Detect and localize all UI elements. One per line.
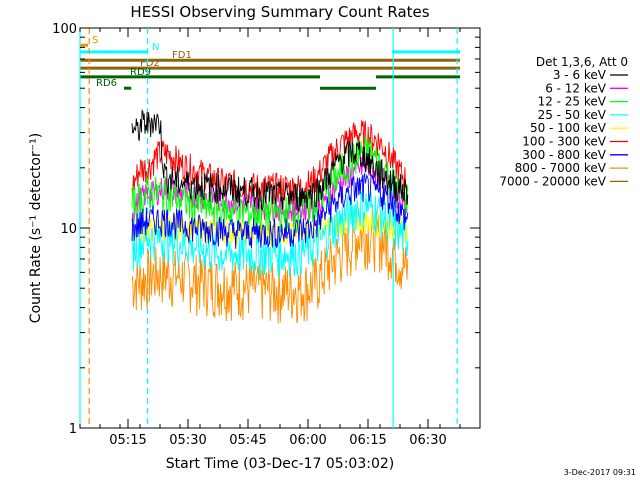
- y-axis-label: Count Rate (s⁻¹ detector⁻¹): [28, 133, 44, 323]
- y-tick-label: 1: [69, 422, 77, 437]
- x-tick-label: 05:30: [169, 433, 206, 448]
- legend-label: 12 - 25 keV: [538, 95, 607, 109]
- legend-label: 25 - 50 keV: [538, 108, 607, 122]
- timestamp: 3-Dec-2017 09:31: [564, 468, 636, 477]
- y-tick-label: 10: [60, 222, 77, 237]
- legend-label: 800 - 7000 keV: [515, 161, 607, 175]
- legend-label: 7000 - 20000 keV: [499, 174, 606, 188]
- flag-label: RD6: [96, 78, 117, 89]
- x-tick-label: 06:30: [409, 433, 446, 448]
- x-tick-label: 05:45: [229, 433, 266, 448]
- flag-label: FD2: [140, 58, 160, 69]
- x-axis-label: Start Time (03-Dec-17 05:03:02): [166, 456, 394, 472]
- series-group: [131, 109, 409, 324]
- y-tick-label: 100: [52, 22, 77, 37]
- axes: 05:15 05:30 05:45 06:00 06:15 06:30 1 10 100: [52, 22, 481, 448]
- legend-label: 3 - 6 keV: [553, 68, 607, 82]
- legend-label: 6 - 12 keV: [545, 81, 607, 95]
- legend-label: 50 - 100 keV: [530, 121, 607, 135]
- legend-title: Det 1,3,6, Att 0: [536, 55, 628, 69]
- series-line: [131, 109, 409, 212]
- series-line: [131, 173, 409, 249]
- series-line: [131, 134, 409, 234]
- flag-label: S: [92, 35, 98, 46]
- flag-label: FD1: [172, 50, 192, 61]
- x-tick-label: 06:15: [349, 433, 386, 448]
- flag-label: RD9: [130, 67, 151, 78]
- series-line: [131, 209, 409, 324]
- legend-label: 300 - 800 keV: [522, 148, 606, 162]
- x-tick-label: 06:00: [289, 433, 326, 448]
- chart-title: HESSI Observing Summary Count Rates: [130, 3, 429, 21]
- legend-label: 100 - 300 keV: [522, 135, 606, 149]
- flag-label: N: [152, 42, 159, 53]
- series-line: [131, 188, 409, 278]
- x-tick-label: 05:15: [109, 433, 146, 448]
